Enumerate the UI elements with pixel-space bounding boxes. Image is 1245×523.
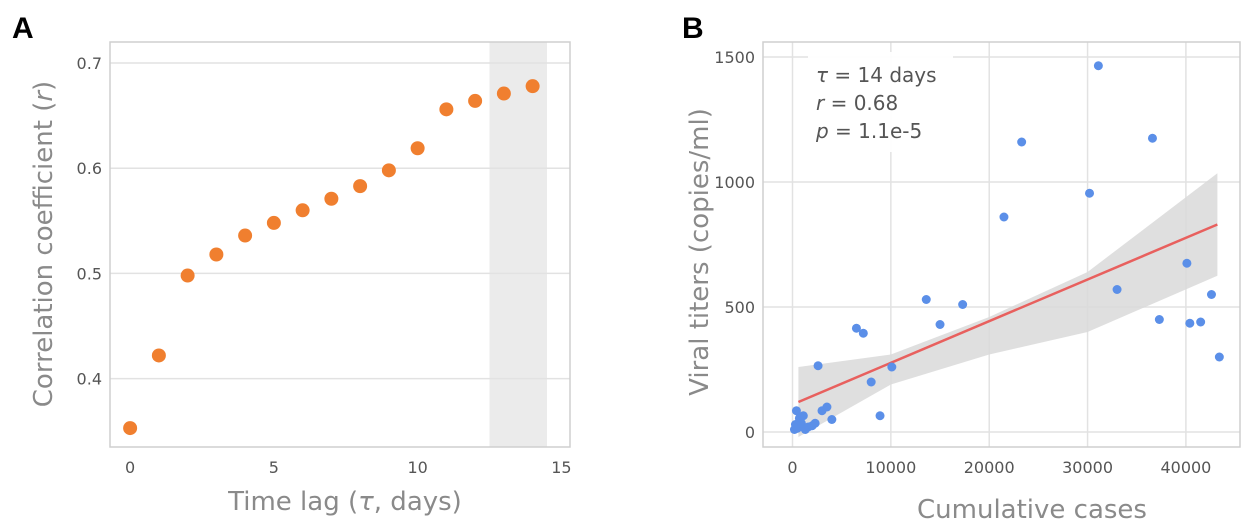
panel-a-x-axis-title: Time lag (τ, days) bbox=[227, 487, 462, 517]
panel-b-data-point bbox=[1147, 133, 1157, 143]
panel-b-x-tick-label: 40000 bbox=[1160, 458, 1211, 477]
panel-b-data-point bbox=[827, 415, 837, 424]
panel-a-data-point bbox=[353, 179, 368, 194]
panel-b-data-point bbox=[875, 411, 885, 421]
panel-b-data-point bbox=[810, 418, 820, 428]
panel-b-stat-value: = 0.68 bbox=[824, 91, 898, 115]
panel-a-x-tick-label: 5 bbox=[269, 458, 279, 477]
panel-b-stat-symbol: p bbox=[815, 119, 829, 143]
panel-b-data-point bbox=[1196, 317, 1206, 327]
panel-b-x-tick-label: 0 bbox=[787, 458, 797, 477]
panel-b-frame bbox=[762, 41, 1241, 448]
panel-a-highlight-layer bbox=[489, 42, 547, 447]
panel-b-stat-symbol: r bbox=[816, 91, 826, 115]
panel-a-x-tick-label: 0 bbox=[125, 458, 135, 477]
panel-b-stat-value: = 14 days bbox=[828, 63, 937, 87]
panel-b-fit-line bbox=[797, 223, 1218, 404]
panel-b-x-tick-label: 30000 bbox=[1062, 458, 1113, 477]
panel-a-x-title-symbol: τ bbox=[358, 487, 374, 517]
panel-a-data-point bbox=[180, 268, 195, 283]
panel-a-data-point bbox=[123, 421, 138, 436]
panel-b-annotation-box bbox=[808, 52, 953, 152]
panel-a-highlight-band bbox=[489, 42, 547, 447]
panel-a-ticks: 0.4 0.5 0.6 0.7 0 5 10 15 bbox=[77, 54, 572, 477]
panel-a-data-point bbox=[295, 203, 310, 218]
panel-b-y-axis-title: Viral titers (copies/ml) bbox=[685, 108, 715, 396]
panel-b-stat-annotation: p = 1.1e-5 bbox=[815, 119, 922, 143]
panel-b-y-tick-label: 0 bbox=[745, 423, 755, 442]
panel-b-ticks: 0 500 1000 1500 0 10000 20000 30000 40000 bbox=[714, 48, 1211, 477]
panel-b-data-point bbox=[1154, 315, 1164, 324]
panel-a-data-point bbox=[381, 163, 396, 178]
panel-b-confidence-band-layer bbox=[798, 173, 1218, 437]
panel-b-stat-symbol: τ bbox=[816, 63, 829, 87]
panel-a-x-title-pre: Time lag ( bbox=[227, 487, 358, 517]
panel-a-data-point bbox=[238, 228, 253, 243]
panel-a-y-title-symbol: r bbox=[29, 89, 59, 102]
panel-b-data-point bbox=[866, 377, 876, 387]
panel-a-data-point bbox=[439, 102, 454, 117]
panel-b-data-point bbox=[1214, 352, 1224, 362]
panel-b-y-tick-label: 1500 bbox=[714, 48, 755, 67]
panel-a-label: A bbox=[12, 12, 34, 45]
panel-b-data-point bbox=[1206, 290, 1216, 299]
panel-a-x-tick-label: 10 bbox=[407, 458, 427, 477]
panel-a-y-title-pre: Correlation coefficient ( bbox=[29, 102, 59, 408]
panel-b-stat-value: = 1.1e-5 bbox=[829, 119, 923, 143]
panel-b-data-point bbox=[1112, 285, 1122, 294]
panel-a-x-title-post: , days) bbox=[374, 487, 462, 517]
panel-a-data-point bbox=[266, 215, 281, 230]
panel-b-data-point bbox=[921, 295, 931, 304]
panel-b-data-point bbox=[1017, 137, 1027, 147]
panel-b-confidence-band bbox=[798, 173, 1218, 437]
panel-a-y-tick-label: 0.7 bbox=[77, 54, 102, 73]
panel-a-data-point bbox=[151, 348, 166, 363]
panel-b-stat-annotation: τ = 14 days bbox=[816, 63, 937, 87]
panel-a-data-point bbox=[525, 79, 540, 94]
panel-b-label: B bbox=[682, 12, 704, 45]
panel-b-data-point bbox=[999, 212, 1009, 222]
panel-b-data-point bbox=[822, 402, 832, 412]
panel-a-y-title-post: ) bbox=[29, 81, 59, 91]
panel-a-y-axis-title: Correlation coefficient (r) bbox=[29, 81, 59, 407]
panel-a-y-tick-label: 0.5 bbox=[77, 264, 102, 283]
panel-b-data-point bbox=[858, 328, 868, 338]
panel-a-y-tick-label: 0.6 bbox=[77, 159, 102, 178]
panel-b-data-point bbox=[791, 406, 801, 416]
panel-a-frame bbox=[109, 41, 571, 448]
panel-b-points bbox=[789, 61, 1224, 434]
panel-b-y-tick-label: 1000 bbox=[714, 173, 755, 192]
panel-b-y-tick-label: 500 bbox=[724, 298, 755, 317]
panel-b-data-point bbox=[1182, 258, 1192, 268]
panel-b-data-point bbox=[887, 362, 897, 372]
panel-b-fit-line-layer bbox=[797, 223, 1218, 404]
panel-a-data-point bbox=[324, 191, 339, 206]
panel-a-data-point bbox=[468, 93, 483, 108]
panel-a-data-point bbox=[496, 86, 511, 101]
panel-b-x-tick-label: 10000 bbox=[865, 458, 916, 477]
panel-b-data-point bbox=[1093, 61, 1103, 71]
panel-b-x-tick-label: 20000 bbox=[964, 458, 1015, 477]
panel-a-data-point bbox=[410, 141, 425, 156]
panel-b-stat-annotation: r = 0.68 bbox=[816, 91, 898, 115]
panel-a-x-tick-label: 15 bbox=[551, 458, 571, 477]
panel-a-y-tick-label: 0.4 bbox=[77, 370, 102, 389]
panel-a-data-point bbox=[209, 247, 224, 262]
panel-b-data-point bbox=[958, 300, 968, 309]
panel-a-chart: 0.4 0.5 0.6 0.7 0 5 10 15 Time lag (τ, days) Co… bbox=[29, 41, 572, 517]
panel-b-data-point bbox=[798, 411, 808, 421]
panel-b-data-point bbox=[813, 361, 823, 371]
panel-b-data-point bbox=[1085, 188, 1095, 198]
panel-b-chart: 0 500 1000 1500 0 10000 20000 30000 40000 τ = 14… bbox=[685, 41, 1241, 523]
panel-b-data-point bbox=[851, 323, 861, 333]
panel-b-data-point bbox=[935, 320, 945, 329]
panel-b-x-axis-title: Cumulative cases bbox=[917, 495, 1147, 523]
panel-b-data-point bbox=[1185, 318, 1195, 328]
panel-a-points bbox=[123, 79, 540, 436]
